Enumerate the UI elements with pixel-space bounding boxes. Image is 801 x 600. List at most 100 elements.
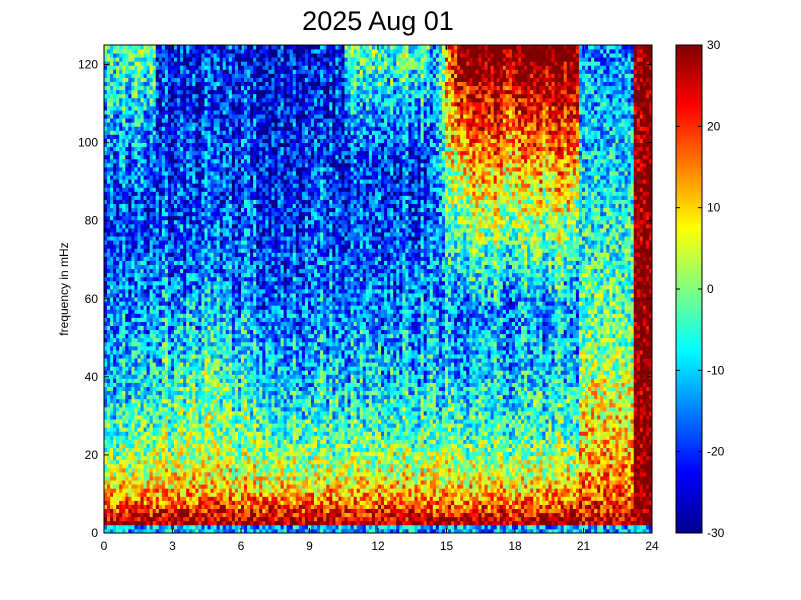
heatmap-cell [195,77,199,82]
heatmap-cell [201,167,205,172]
heatmap-cell [225,191,230,196]
heatmap-cell [149,439,154,444]
heatmap-cell [170,289,175,294]
heatmap-cell [189,301,193,306]
heatmap-cell [167,150,172,156]
heatmap-cell [216,411,221,416]
heatmap-cell [225,528,230,534]
heatmap-cell [122,106,126,111]
heatmap-cell [219,463,224,469]
heatmap-cell [183,183,187,188]
heatmap-cell [177,512,181,518]
heatmap-cell [161,134,166,139]
heatmap-cell [174,158,178,164]
heatmap-cell [216,443,221,448]
heatmap-cell [170,264,175,270]
heatmap-cell [180,65,184,70]
heatmap-cell [192,492,196,497]
heatmap-cell [177,455,181,461]
heatmap-cell [143,321,148,326]
heatmap-cell [222,57,227,62]
heatmap-cell [207,73,211,78]
heatmap-cell [195,476,199,481]
heatmap-cell [119,467,123,473]
heatmap-cell [201,358,205,363]
heatmap-cell [119,256,123,261]
heatmap-cell [228,293,233,298]
heatmap-cell [177,219,181,225]
heatmap-cell [183,508,187,514]
heatmap-cell [174,524,178,530]
heatmap-cell [125,386,129,392]
heatmap-cell [177,195,181,200]
heatmap-cell [213,126,218,131]
heatmap-cell [186,183,190,188]
heatmap-cell [186,228,190,233]
heatmap-cell [216,394,221,400]
heatmap-cell [177,183,181,188]
heatmap-cell [216,528,221,534]
heatmap-cell [180,305,184,310]
heatmap-cell [186,138,190,143]
heatmap-cell [210,219,214,225]
heatmap-cell [216,167,221,172]
heatmap-cell [192,467,196,473]
heatmap-cell [195,260,199,265]
heatmap-cell [137,488,141,493]
heatmap-cell [174,134,178,139]
heatmap-cell [161,317,166,322]
heatmap-cell [116,500,120,505]
heatmap-cell [110,203,114,209]
heatmap-cell [207,203,211,209]
heatmap-cell [195,435,199,440]
heatmap-cell [146,480,151,485]
heatmap-cell [104,325,108,331]
heatmap-cell [155,280,160,286]
heatmap-cell [186,276,190,282]
heatmap-cell [161,179,166,184]
heatmap-cell [192,195,196,200]
heatmap-cell [110,248,114,253]
heatmap-cell [186,219,190,225]
heatmap-cell [170,69,175,74]
heatmap-cell [119,101,123,107]
heatmap-cell [177,329,181,335]
heatmap-cell [110,97,114,103]
heatmap-cell [164,350,169,355]
heatmap-cell [189,101,193,107]
heatmap-cell [152,370,157,375]
heatmap-cell [149,516,154,522]
heatmap-cell [140,480,144,485]
heatmap-cell [146,284,151,290]
heatmap-cell [164,158,169,164]
heatmap-cell [125,146,129,152]
heatmap-cell [116,305,120,310]
heatmap-cell [104,350,108,355]
heatmap-cell [192,504,196,509]
heatmap-cell [149,150,154,156]
heatmap-cell [128,187,132,192]
heatmap-cell [104,73,108,78]
heatmap-cell [198,49,202,54]
heatmap-cell [189,415,193,420]
heatmap-cell [219,354,224,359]
heatmap-cell [183,179,187,184]
heatmap-cell [158,484,163,489]
heatmap-cell [110,171,114,176]
heatmap-cell [174,337,178,343]
heatmap-cell [210,93,214,99]
heatmap-cell [158,406,163,412]
heatmap-cell [149,289,154,294]
heatmap-cell [116,508,120,514]
heatmap-cell [222,93,227,99]
heatmap-cell [116,236,120,241]
heatmap-cell [228,516,233,522]
heatmap-cell [213,260,218,265]
heatmap-cell [186,195,190,200]
heatmap-cell [131,321,135,326]
heatmap-cell [222,179,227,184]
heatmap-cell [158,313,163,318]
heatmap-cell [152,451,157,457]
heatmap-cell [155,447,160,453]
heatmap-cell [131,394,135,400]
